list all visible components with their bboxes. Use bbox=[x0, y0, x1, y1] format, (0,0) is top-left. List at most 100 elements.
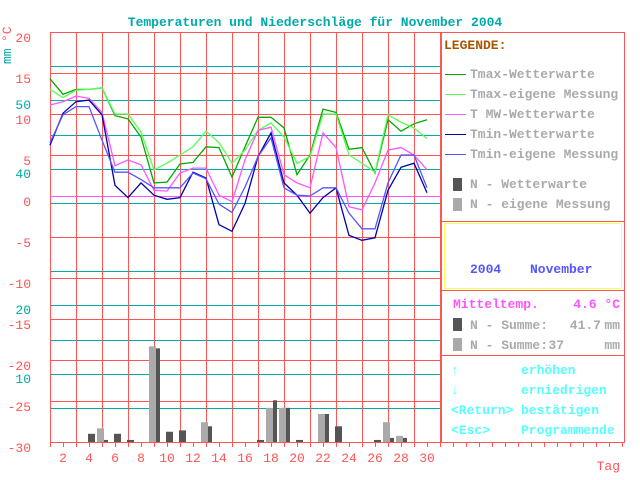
bar-ww-day-27 bbox=[390, 437, 394, 442]
legend-item-label: Tmax-Wetterwarte bbox=[470, 67, 595, 82]
legend-bar-icon bbox=[453, 178, 462, 191]
temp-tick-label: -10 bbox=[8, 277, 31, 292]
day-tick-label: 16 bbox=[237, 451, 253, 466]
temp-tick-label: -30 bbox=[8, 441, 31, 456]
temp-tick-label: -15 bbox=[8, 318, 31, 333]
key-action: bestätigen bbox=[521, 403, 599, 418]
mm-tick-label: 10 bbox=[15, 372, 31, 387]
bar-ww-day-18 bbox=[273, 400, 277, 442]
legend-item-label: N - Wetterwarte bbox=[470, 177, 587, 192]
day-tick-label: 22 bbox=[315, 451, 331, 466]
temp-tick-label: -25 bbox=[8, 400, 31, 415]
day-tick-label: 2 bbox=[59, 451, 67, 466]
legend-bar-icon bbox=[453, 198, 462, 211]
bar-own-day-19 bbox=[279, 407, 286, 442]
legend-title: LEGENDE: bbox=[444, 38, 506, 53]
mm-tick-label: 50 bbox=[15, 98, 31, 113]
mean-temp-label: Mitteltemp. bbox=[453, 297, 539, 312]
bar-ww-day-5 bbox=[104, 439, 108, 442]
bar-ww-day-7 bbox=[127, 439, 134, 442]
sum-own-value: 37 bbox=[548, 338, 564, 353]
temp-tick-label: 10 bbox=[15, 113, 31, 128]
temp-unit-label: °C bbox=[0, 26, 15, 42]
bar-ww-day-11 bbox=[179, 430, 186, 442]
mm-tick-label: 20 bbox=[15, 303, 31, 318]
mm-unit-label: mm bbox=[0, 48, 15, 64]
sum-own-label: N - Summe: bbox=[470, 338, 548, 353]
temp-tick-label: -20 bbox=[8, 359, 31, 374]
period-year[interactable]: 2004 bbox=[470, 262, 501, 277]
bar-ww-day-13 bbox=[208, 426, 212, 442]
sum-ww-label: N - Summe: bbox=[470, 318, 548, 333]
mm-tick-label: 40 bbox=[15, 167, 31, 182]
day-tick-label: 24 bbox=[341, 451, 357, 466]
temp-tick-label: 0 bbox=[23, 195, 31, 210]
bar-own-day-5 bbox=[97, 428, 104, 442]
bar-own-day-9 bbox=[149, 346, 156, 442]
day-tick-label: 8 bbox=[137, 451, 145, 466]
series-line-tmin-wetterwarte bbox=[49, 99, 428, 241]
day-tick-label: 20 bbox=[289, 451, 305, 466]
day-tick-label: 6 bbox=[111, 451, 119, 466]
bar-own-day-22 bbox=[318, 413, 325, 442]
day-tick-label: 30 bbox=[419, 451, 435, 466]
bar-own-day-28 bbox=[396, 435, 403, 442]
key-help: ↑ erhöhen ↓ erniedrigen <Return> bestätigen <E… bbox=[451, 363, 615, 438]
legend-item-label: T MW-Wetterwarte bbox=[470, 107, 595, 122]
key-label: ↓ bbox=[451, 383, 459, 398]
bar-own-day-27 bbox=[383, 422, 390, 442]
series-line-t-mw-wetterwarte bbox=[49, 95, 428, 211]
panel-frame bbox=[441, 32, 625, 443]
bar-ww-day-22 bbox=[325, 413, 329, 442]
bar-ww-day-9 bbox=[156, 348, 160, 442]
temp-tick-label: 15 bbox=[15, 72, 31, 87]
precipitation-bars bbox=[88, 346, 407, 442]
bar-ww-day-19 bbox=[286, 407, 290, 442]
key-action: erhöhen bbox=[521, 363, 576, 378]
sum-own-unit: mm bbox=[604, 338, 620, 353]
precip-ww-swatch bbox=[453, 318, 462, 331]
bar-ww-day-6 bbox=[114, 433, 121, 442]
series-line-tmax-eigene-messung bbox=[49, 87, 428, 174]
day-tick-label: 18 bbox=[263, 451, 279, 466]
sum-ww-value: 41.7 bbox=[570, 318, 601, 333]
grid bbox=[50, 32, 625, 443]
legend-item-label: Tmax-eigene Messung bbox=[470, 87, 618, 102]
bar-ww-day-28 bbox=[403, 437, 407, 442]
x-axis-label: Tag bbox=[597, 459, 620, 474]
period-month[interactable]: November bbox=[530, 262, 592, 277]
legend-item-label: N - eigene Messung bbox=[470, 197, 611, 212]
key-label: <Esc> bbox=[451, 423, 490, 438]
legend-item-label: Tmin-eigene Messung bbox=[470, 147, 618, 162]
temp-tick-label: 5 bbox=[23, 154, 31, 169]
chart-title: Temperaturen und Niederschläge für Novem… bbox=[128, 15, 503, 30]
bar-ww-day-10 bbox=[166, 431, 173, 442]
mean-temp-value: 4.6 °C bbox=[573, 297, 620, 312]
key-label: <Return> bbox=[451, 403, 514, 418]
series-line-tmin-eigene-messung bbox=[49, 105, 428, 230]
bar-ww-day-20 bbox=[296, 439, 303, 442]
bar-ww-day-23 bbox=[335, 426, 342, 442]
day-tick-label: 4 bbox=[85, 451, 93, 466]
day-tick-label: 12 bbox=[185, 451, 201, 466]
temp-tick-label: -5 bbox=[15, 236, 31, 251]
day-tick-label: 10 bbox=[159, 451, 175, 466]
sum-ww-unit: mm bbox=[604, 318, 620, 333]
side-panel: LEGENDE: Tmax-Wetterwarte Tmax-eigene Mes… bbox=[441, 32, 625, 443]
bar-own-day-18 bbox=[266, 407, 273, 442]
key-label: ↑ bbox=[451, 363, 459, 378]
temperature-lines bbox=[49, 78, 428, 241]
key-action: erniedrigen bbox=[521, 383, 607, 398]
day-tick-label: 14 bbox=[211, 451, 227, 466]
period-box bbox=[444, 223, 622, 289]
key-action: Programmende bbox=[521, 423, 615, 438]
bar-ww-day-17 bbox=[257, 439, 264, 442]
day-tick-label: 28 bbox=[393, 451, 409, 466]
legend: Tmax-Wetterwarte Tmax-eigene Messung T MW-… bbox=[445, 67, 618, 212]
day-tick-label: 26 bbox=[367, 451, 383, 466]
bar-own-day-13 bbox=[201, 422, 208, 442]
bar-ww-day-4 bbox=[88, 433, 95, 442]
precip-own-swatch bbox=[453, 338, 462, 351]
